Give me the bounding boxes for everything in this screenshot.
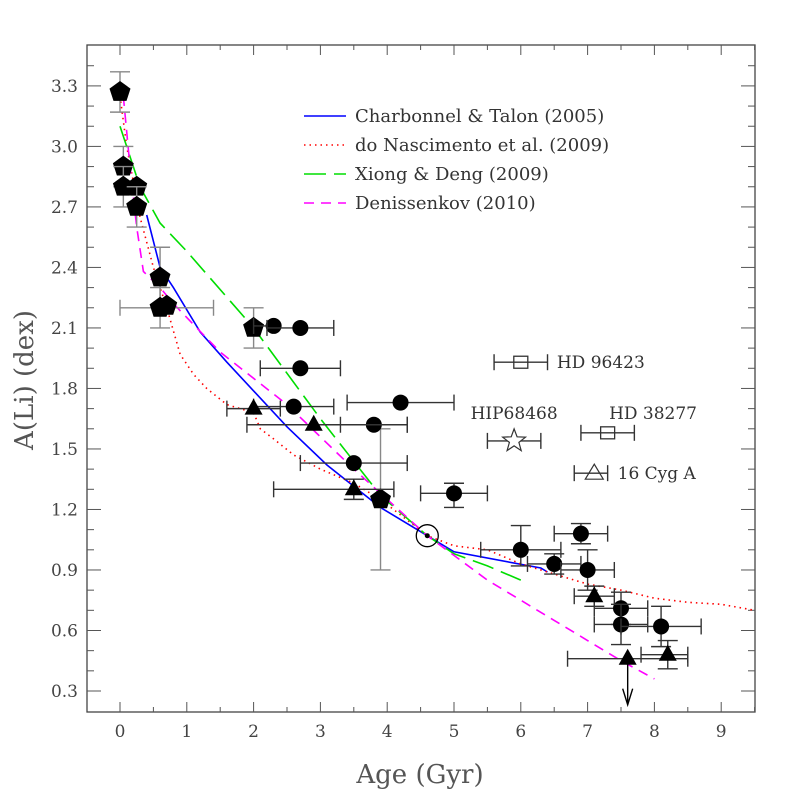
y-tick-label: 1.8	[51, 379, 78, 399]
pentagon-marker	[156, 294, 178, 315]
circle-marker	[292, 319, 309, 336]
legend-entry: Charbonnel & Talon (2005)	[304, 106, 604, 127]
y-tick-label: 2.4	[51, 258, 78, 278]
circle-marker	[653, 618, 670, 635]
x-tick-label: 8	[649, 722, 660, 742]
model-curve	[119, 125, 522, 581]
x-tick-label: 0	[115, 722, 126, 742]
x-tick-label: 9	[716, 722, 727, 742]
legend: Charbonnel & Talon (2005) do Nascimento e…	[304, 106, 609, 214]
x-tick-label: 6	[515, 722, 526, 742]
model-curves	[119, 95, 755, 680]
triangle-marker	[585, 586, 604, 603]
pentagon-marker	[126, 195, 148, 216]
triangle-marker	[304, 414, 323, 431]
y-axis-label: A(Li) (dex)	[10, 310, 40, 451]
triangle-marker	[244, 398, 263, 415]
star-label: HD 96423	[557, 353, 645, 373]
circle-marker	[446, 485, 462, 502]
pentagon-marker	[112, 155, 134, 176]
triangle-marker	[658, 644, 677, 661]
model-curve	[145, 214, 548, 573]
x-tick-label: 4	[382, 722, 393, 742]
legend-label: Charbonnel & Talon (2005)	[355, 106, 604, 127]
open-square-marker	[513, 355, 529, 369]
pentagon-marker	[370, 488, 391, 509]
circle-marker	[572, 525, 589, 542]
star-label: HIP68468	[471, 404, 558, 424]
circle-marker	[392, 394, 409, 411]
circle-marker	[546, 555, 563, 572]
circle-marker	[512, 541, 529, 558]
ticks: 0 1 2 3 4 5 6 7 8 9 0.3 0.6 0.9 1.2 1.5 1.8 2.1 2.4 2.7 3.0…	[51, 45, 756, 742]
y-tick-label: 0.9	[51, 561, 78, 581]
upper-limit-arrow-head	[622, 688, 634, 708]
open-triangle-marker	[584, 462, 605, 480]
y-tick-label: 1.5	[51, 440, 78, 460]
legend-entry: do Nascimento et al. (2009)	[304, 135, 609, 156]
open-square-marker	[599, 426, 616, 440]
sun-dot	[424, 533, 430, 539]
y-tick-label: 1.2	[51, 500, 78, 520]
legend-entry: Xiong & Deng (2009)	[304, 164, 549, 185]
circle-marker	[292, 360, 309, 377]
legend-entry: Denissenkov (2010)	[304, 193, 536, 214]
legend-label: do Nascimento et al. (2009)	[355, 135, 609, 156]
data-points: HD 96423 HIP68468 HD 38277 16 Cyg A	[109, 71, 702, 708]
x-tick-label: 7	[582, 722, 593, 742]
y-tick-label: 3.0	[51, 137, 78, 157]
legend-label: Xiong & Deng (2009)	[355, 164, 549, 185]
pentagon-marker	[112, 175, 134, 196]
x-tick-label: 5	[449, 722, 460, 742]
model-curve	[119, 95, 755, 612]
y-tick-label: 2.7	[51, 198, 78, 218]
triangle-marker	[344, 479, 363, 496]
legend-label: Denissenkov (2010)	[355, 193, 536, 214]
star-label: 16 Cyg A	[618, 464, 697, 484]
x-tick-label: 1	[181, 722, 192, 742]
y-tick-label: 2.1	[51, 319, 78, 339]
x-tick-label: 3	[315, 722, 326, 742]
sun-symbol	[415, 524, 439, 548]
pentagon-marker	[109, 81, 131, 101]
y-tick-label: 0.3	[51, 682, 78, 702]
model-curve	[122, 95, 655, 680]
star-label: HD 38277	[609, 404, 697, 424]
open-star-marker	[501, 427, 528, 453]
x-axis-label: Age (Gyr)	[355, 760, 483, 790]
pentagon-marker	[126, 175, 148, 196]
circle-marker	[579, 561, 596, 578]
pentagon-marker	[149, 266, 171, 287]
circle-marker	[285, 398, 302, 415]
x-tick-label: 2	[248, 722, 259, 742]
circle-marker	[265, 317, 282, 334]
y-tick-label: 0.6	[51, 621, 78, 641]
y-tick-label: 3.3	[51, 77, 78, 97]
circle-marker	[345, 455, 362, 472]
triangle-marker	[618, 648, 637, 665]
